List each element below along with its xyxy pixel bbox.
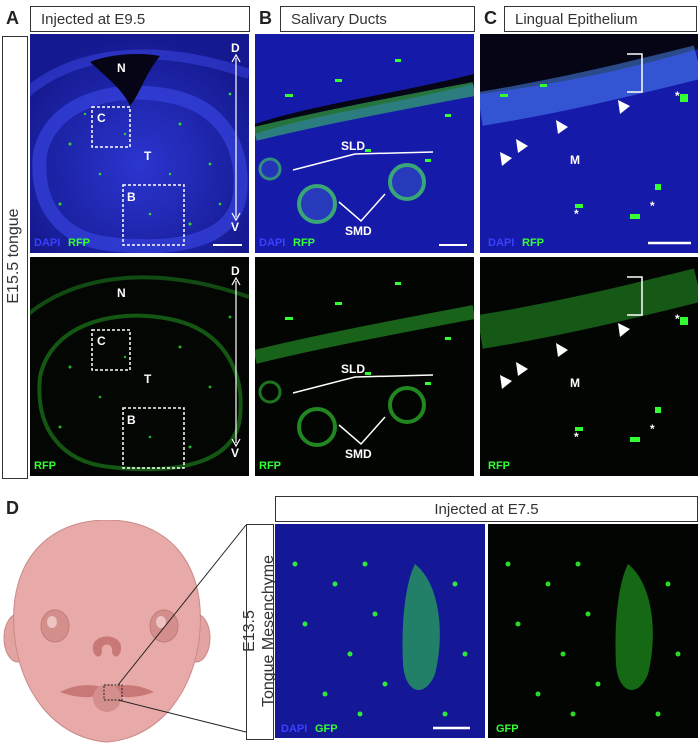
salivary-duct-band xyxy=(255,82,474,141)
header-injected-e95: Injected at E9.5 xyxy=(30,6,250,32)
channel-rfp-label-b2: RFP xyxy=(259,460,281,472)
channel-rfp-label-a: RFP xyxy=(34,460,56,472)
smd-pointer xyxy=(338,193,386,223)
label-v-axis: V xyxy=(231,220,239,234)
gfp-cluster xyxy=(402,564,440,691)
header-injected-e75-text: Injected at E7.5 xyxy=(434,500,539,518)
label-b-inset: B xyxy=(127,190,136,204)
channel-dapi-label: DAPI xyxy=(34,237,60,249)
label-sld-rfp: SLD xyxy=(341,362,365,376)
bracket xyxy=(627,53,643,93)
side-label-e155-tongue: E15.5 tongue xyxy=(5,208,22,304)
star-1: * xyxy=(675,89,680,103)
panel-letter-b: B xyxy=(259,8,272,28)
mouth-inset-box xyxy=(103,684,123,701)
label-t-rfp: T xyxy=(144,372,152,386)
micrograph-a-rfp: N C T B D V RFP xyxy=(30,257,249,476)
label-d-axis-rfp: D xyxy=(231,264,240,278)
channel-rfp-label-c2: RFP xyxy=(488,460,510,472)
channel-rfp-label-b: RFP xyxy=(293,237,315,249)
channel-rfp-label-c: RFP xyxy=(522,237,544,249)
inset-box-b xyxy=(122,184,185,246)
zoom-line-top xyxy=(117,524,247,686)
star-2: * xyxy=(574,207,579,221)
lingual-epithelium-band xyxy=(480,45,698,126)
micrograph-d-merge: DAPI GFP xyxy=(275,524,485,738)
star-3: * xyxy=(650,199,655,213)
label-m-rfp: M xyxy=(570,376,580,390)
header-injected-e75: Injected at E7.5 xyxy=(275,496,698,522)
nasal-pit xyxy=(92,636,122,657)
label-b-inset-rfp: B xyxy=(127,413,136,427)
label-c-inset-rfp: C xyxy=(97,334,106,348)
header-salivary-ducts-text: Salivary Ducts xyxy=(291,10,387,28)
label-n: N xyxy=(117,61,126,75)
label-n-rfp: N xyxy=(117,286,126,300)
channel-rfp-label: RFP xyxy=(68,237,90,249)
header-lingual-epithelium-text: Lingual Epithelium xyxy=(515,10,638,28)
label-d-axis: D xyxy=(231,41,240,55)
micrograph-b-merge: SLD SMD DAPI RFP xyxy=(255,34,474,253)
micrograph-a-merge: N C T B D V DAPI RFP xyxy=(30,34,249,253)
head-shape xyxy=(13,520,201,743)
channel-gfp-label-d2: GFP xyxy=(496,723,519,735)
panel-letter-a: A xyxy=(6,8,19,28)
sld-pointer xyxy=(292,153,356,171)
side-label-box-top xyxy=(2,36,28,479)
channel-gfp-label-d: GFP xyxy=(315,723,338,735)
submandibular-duct-2 xyxy=(388,163,426,201)
label-smd: SMD xyxy=(345,224,372,238)
label-v-axis-rfp: V xyxy=(231,446,239,460)
dark-oral-cavity xyxy=(480,34,698,94)
micrograph-c-merge: M * * * DAPI RFP xyxy=(480,34,698,253)
channel-dapi-label-b: DAPI xyxy=(259,237,285,249)
label-smd-rfp: SMD xyxy=(345,447,372,461)
side-label-box-bottom xyxy=(246,524,274,740)
header-injected-e95-text: Injected at E9.5 xyxy=(41,10,146,28)
label-m: M xyxy=(570,153,580,167)
micrograph-d-gfp: GFP xyxy=(488,524,698,738)
arrowheads xyxy=(500,100,630,166)
nasal-cavity xyxy=(90,54,160,106)
submandibular-duct-1 xyxy=(297,184,337,224)
label-t: T xyxy=(144,149,152,163)
star-1-rfp: * xyxy=(675,312,680,326)
head-illustration xyxy=(0,520,275,744)
star-2-rfp: * xyxy=(574,430,579,444)
header-lingual-epithelium: Lingual Epithelium xyxy=(504,6,697,32)
tongue-outline xyxy=(32,85,248,253)
inset-box-c xyxy=(91,106,131,148)
micrograph-b-rfp: SLD SMD RFP xyxy=(255,257,474,476)
channel-dapi-label-c: DAPI xyxy=(488,237,514,249)
micrograph-c-rfp: M * * * RFP xyxy=(480,257,698,476)
panel-letter-c: C xyxy=(484,8,497,28)
header-salivary-ducts: Salivary Ducts xyxy=(280,6,475,32)
channel-dapi-label-d: DAPI xyxy=(281,723,307,735)
panel-letter-d: D xyxy=(6,498,19,518)
zoom-line-bottom xyxy=(117,699,247,733)
label-sld: SLD xyxy=(341,139,365,153)
label-c-inset: C xyxy=(97,111,106,125)
star-3-rfp: * xyxy=(650,422,655,436)
